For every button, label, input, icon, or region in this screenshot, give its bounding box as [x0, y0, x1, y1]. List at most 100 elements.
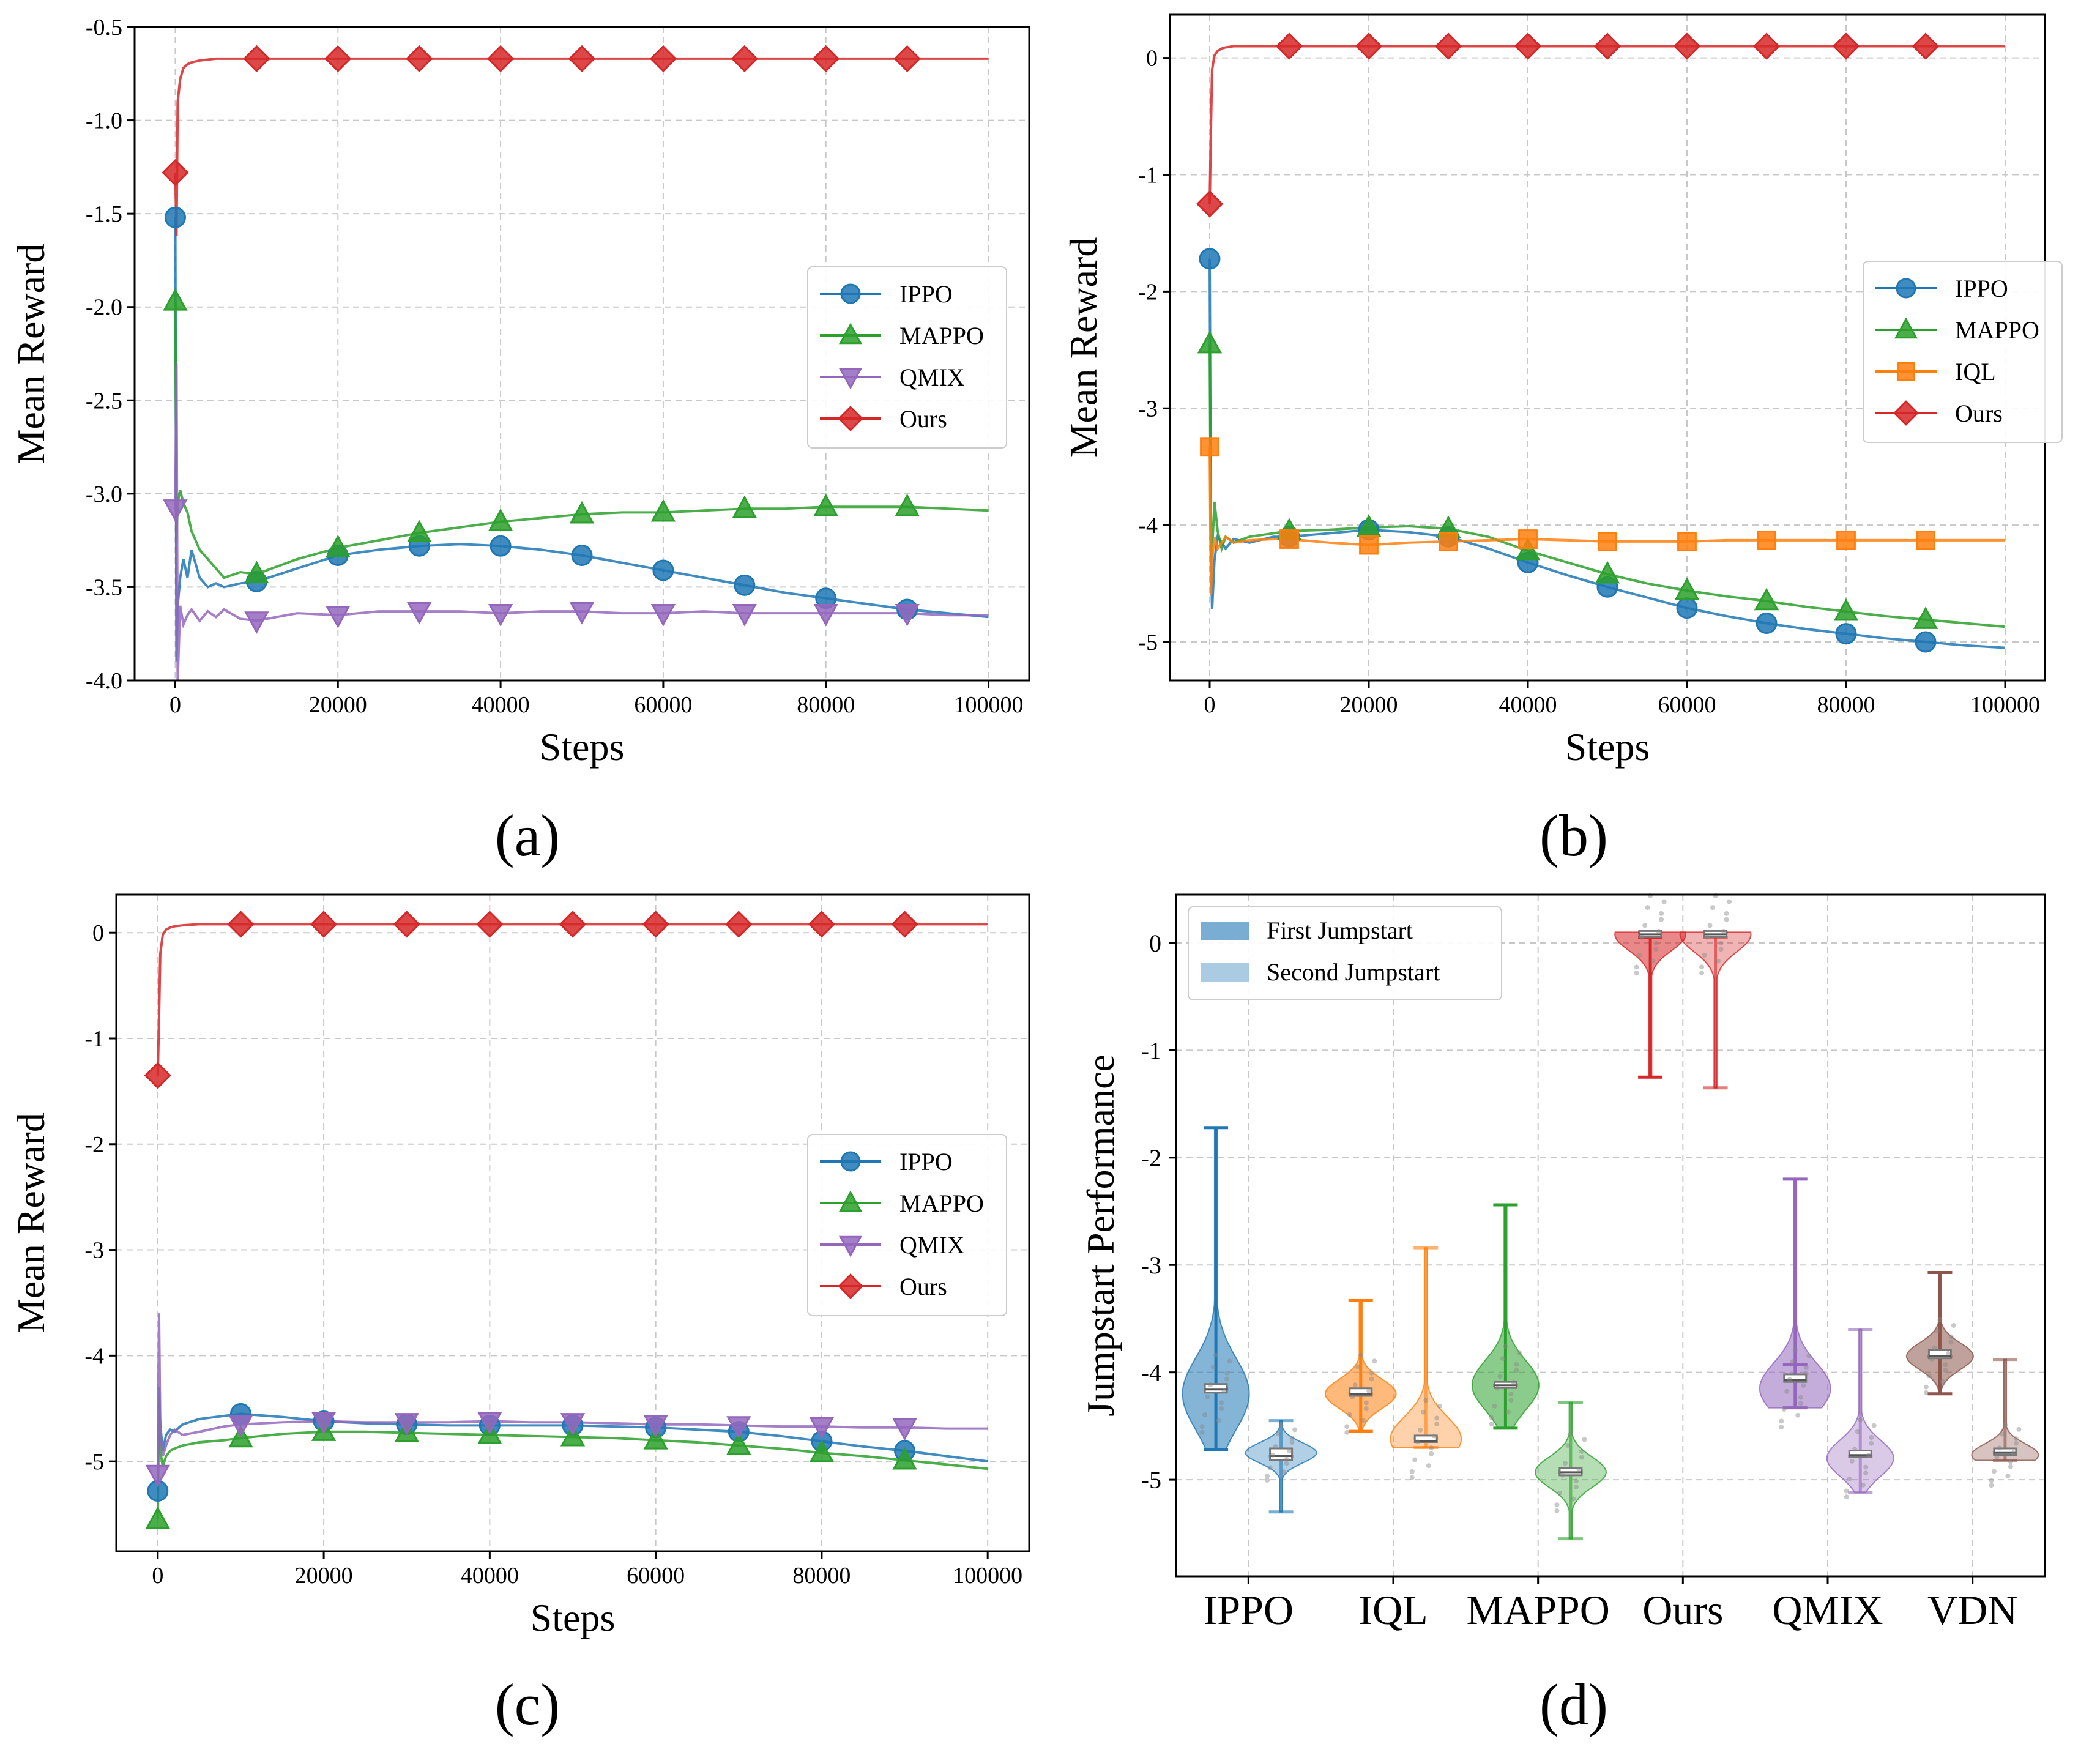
violin-point: [1361, 1418, 1366, 1423]
violin-point: [1363, 1406, 1369, 1412]
data-point-ours: [1593, 32, 1622, 60]
violin-point: [1267, 1465, 1273, 1470]
data-point-ippo: [1199, 248, 1221, 270]
data-point-mappo: [650, 499, 676, 522]
data-point-iql: [1598, 531, 1617, 551]
legend-label-ours: Ours: [1955, 400, 2003, 427]
violin-point: [1409, 1469, 1415, 1474]
series-line-mappo: [174, 301, 989, 579]
legend-marker-iql: [1897, 362, 1915, 381]
x-tick-label: 0: [169, 692, 181, 718]
violin-point: [1369, 1370, 1374, 1376]
violin-point: [1409, 1475, 1415, 1480]
violin-point: [1434, 1415, 1440, 1421]
violin-point: [1659, 911, 1664, 916]
data-point-iql: [1200, 437, 1219, 457]
x-tick-label: 60000: [634, 692, 692, 718]
y-axis-label: Mean Reward: [9, 1112, 53, 1333]
violin-point: [1951, 1323, 1956, 1328]
caption-c: (c): [495, 1672, 560, 1737]
violin-vdn-first: [1905, 1271, 1974, 1396]
violin-point: [1634, 971, 1639, 976]
violin-point: [1849, 1458, 1855, 1464]
legend-marker-mappo: [838, 1190, 863, 1212]
caption-b: (b): [1540, 803, 1608, 868]
data-point-ippo: [652, 559, 674, 581]
data-point-mappo: [643, 1427, 668, 1450]
violin-point: [1213, 1352, 1219, 1358]
x-tick-label: 60000: [1658, 692, 1716, 718]
violin-point: [1511, 1379, 1516, 1385]
violin-point: [1429, 1451, 1434, 1456]
category-label-mappo: MAPPO: [1467, 1587, 1610, 1633]
data-point-qmix: [488, 604, 513, 627]
violin-point: [1923, 1390, 1929, 1395]
violin-point: [1937, 1317, 1943, 1322]
legend: IPPO MAPPO IQL Ours: [1863, 261, 2063, 443]
data-point-ippo: [1915, 631, 1937, 653]
y-tick-label: -1.0: [86, 108, 122, 134]
data-point-ours: [1673, 32, 1701, 60]
category-label-ippo: IPPO: [1204, 1587, 1294, 1633]
violin-box: [1204, 1383, 1228, 1394]
series-line-ours: [174, 57, 989, 236]
data-point-qmix: [560, 1413, 586, 1436]
violin-point: [1284, 1461, 1289, 1466]
x-tick-label: 80000: [1817, 692, 1875, 718]
data-point-ours: [642, 911, 669, 938]
violin-point: [1847, 1477, 1852, 1482]
category-label-qmix: QMIX: [1772, 1587, 1883, 1633]
violin-point: [1727, 899, 1732, 904]
series-line-ours: [156, 923, 988, 1076]
violin-qmix-second: [1826, 1328, 1894, 1500]
violin-point: [2008, 1464, 2013, 1469]
violin-point: [1355, 1365, 1361, 1370]
violin-point: [1779, 1418, 1784, 1424]
data-point-ours: [1355, 32, 1383, 60]
y-tick-label: -3: [84, 1238, 104, 1264]
series-line-qmix: [156, 1313, 988, 1474]
violin-point: [1205, 1394, 1210, 1399]
legend-box: [1188, 906, 1502, 1000]
violin-point: [1508, 1398, 1514, 1403]
data-point-ours: [808, 911, 836, 938]
violin-point: [1347, 1412, 1352, 1417]
x-axis-label: Steps: [531, 1596, 616, 1639]
data-point-qmix: [732, 604, 757, 627]
violin-vdn-second: [1971, 1358, 2039, 1488]
data-point-ippo: [1676, 597, 1698, 619]
data-point-qmix: [477, 1412, 502, 1434]
y-tick-label: -1: [1141, 1037, 1161, 1064]
violin-point: [1790, 1359, 1795, 1365]
y-tick-label: -4: [84, 1343, 104, 1369]
violin-point: [1721, 929, 1727, 934]
violin-point: [1844, 1488, 1849, 1494]
violin-point: [1989, 1483, 1994, 1488]
violin-point: [1227, 1358, 1232, 1364]
violin-point: [1792, 1347, 1798, 1352]
violin-point: [1369, 1376, 1374, 1382]
axes-frame: [133, 26, 1030, 682]
violin-point: [1637, 952, 1642, 958]
series-line-qmix: [174, 363, 989, 681]
violin-point: [1292, 1427, 1298, 1433]
violin-point: [1415, 1439, 1420, 1445]
y-tick-label: 0: [92, 920, 104, 946]
violin-point: [1716, 958, 1721, 964]
violin-point: [1508, 1392, 1514, 1397]
chart-panel-a: 0 20000 40000 60000 80000 100000 -4.0 -3.5 -3.0 -…: [9, 15, 1030, 769]
y-tick-label: -5: [1141, 1466, 1161, 1494]
axes-frame: [115, 893, 1030, 1552]
legend-label-ours: Ours: [899, 405, 947, 433]
violin-box: [1413, 1434, 1438, 1443]
data-point-qmix: [163, 499, 188, 522]
violin-point: [1702, 952, 1707, 958]
violin-point: [1514, 1362, 1519, 1367]
data-point-qmix: [407, 602, 432, 625]
violin-point: [1852, 1447, 1858, 1452]
violin-point: [1554, 1508, 1560, 1513]
violin-point: [1705, 934, 1710, 940]
data-point-iql: [1757, 531, 1776, 550]
violin-point: [1554, 1502, 1560, 1508]
